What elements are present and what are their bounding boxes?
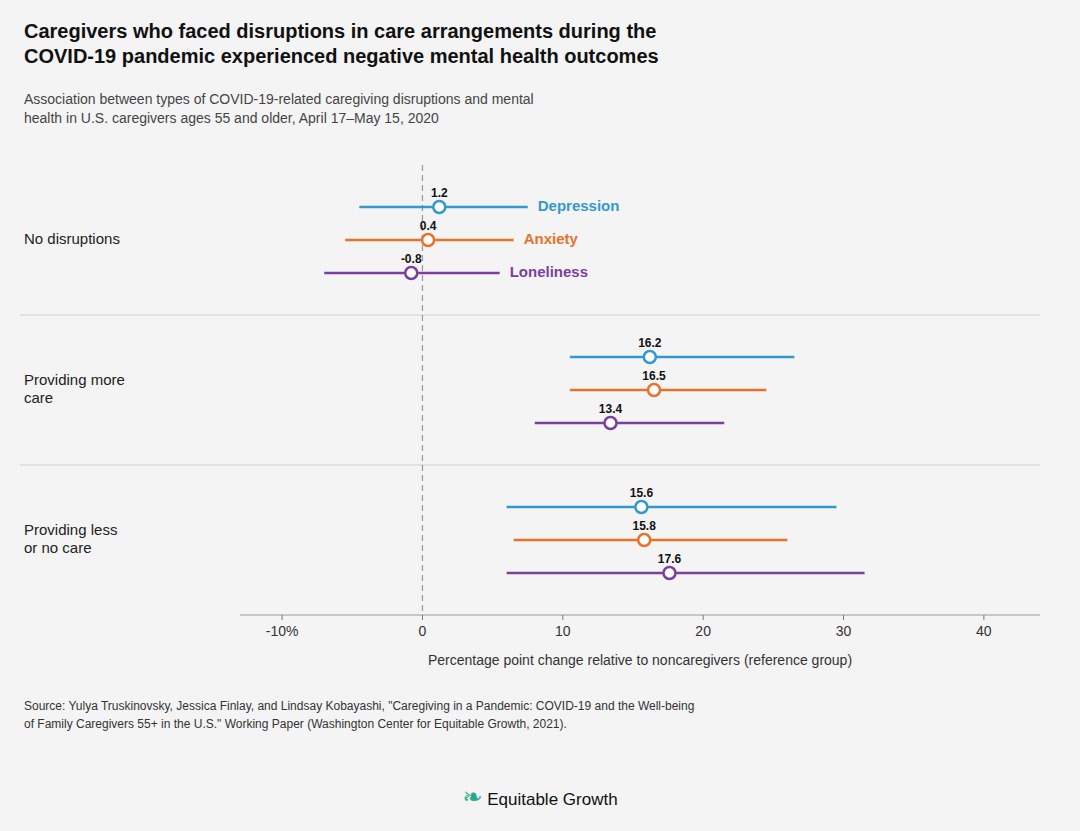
tick [843,615,844,620]
series-label: Anxiety [524,230,579,247]
axis-line [240,615,1040,616]
data-label: 17.6 [658,552,682,566]
tick-label: -10% [266,623,299,639]
subtitle-line: Association between types of COVID-19-re… [24,91,534,107]
data-label: 16.2 [638,336,662,350]
point [638,534,650,546]
tick-label: 40 [976,623,992,639]
series-label: Depression [538,197,620,214]
point [422,234,434,246]
tick-label: 0 [419,623,427,639]
x-axis-label: Percentage point change relative to nonc… [428,652,852,668]
data-label: 0.4 [420,219,437,233]
tick-label: 10 [555,623,571,639]
point [605,417,617,429]
category-label-line: No disruptions [24,230,120,247]
tick [983,615,984,620]
point [663,567,675,579]
tick [703,615,704,620]
title-line: COVID-19 pandemic experienced negative m… [24,45,659,67]
point [648,384,660,396]
series-label: Loneliness [510,263,588,280]
point [405,267,417,279]
tick-label: 30 [836,623,852,639]
title-line: Caregivers who faced disruptions in care… [24,20,656,42]
confidence-interval [570,356,795,359]
confidence-interval [507,506,837,509]
x-axis: -10% 0 10 20 30 40 [240,615,1040,639]
category-label-line: Providing more [24,371,125,388]
source-line: of Family Caregivers 55+ in the U.S." Wo… [24,717,567,731]
confidence-interval [570,389,766,392]
category-label: No disruptions [24,230,120,247]
chart: Caregivers who faced disruptions in care… [0,0,1080,831]
confidence-interval [507,572,865,575]
data-label: 15.8 [633,519,657,533]
subtitle-line: health in U.S. caregivers ages 55 and ol… [24,110,439,126]
tick [562,615,563,620]
source-line: Source: Yulya Truskinovsky, Jessica Finl… [24,699,694,713]
point [644,351,656,363]
tick [422,615,423,620]
data-label: 13.4 [599,402,623,416]
annotation-row: ❧ Equitable Growth [462,783,617,810]
category-label: Providing morecare [24,371,125,406]
background [0,0,1080,831]
category-label-line: or no care [24,539,92,556]
data-label: 15.6 [630,486,654,500]
tick-label: 20 [695,623,711,639]
tick [282,615,283,620]
title: Caregivers who faced disruptions in care… [24,20,659,67]
category-label-line: Providing less [24,521,117,538]
category-label-line: care [24,389,53,406]
separator [20,315,1040,316]
category-label: Providing lessor no care [24,521,117,556]
data-label: 1.2 [431,186,448,200]
confidence-interval [535,422,724,425]
annotation: ❧ [462,783,482,810]
subtitle: Association between types of COVID-19-re… [24,91,534,126]
page: {"chart_data": { "type": "dot", "title":… [0,0,1080,831]
separator [20,465,1040,466]
data-label: -0.8 [401,252,422,266]
source: Source: Yulya Truskinovsky, Jessica Finl… [24,699,694,731]
data-label: 16.5 [642,369,666,383]
point [635,501,647,513]
point [433,201,445,213]
annotation: Equitable Growth [482,790,617,809]
marks [324,201,864,579]
labels: 1.2 Depression 16.2 15.6 0.4 Anxiety 16.5 15.8 -… [401,186,682,566]
